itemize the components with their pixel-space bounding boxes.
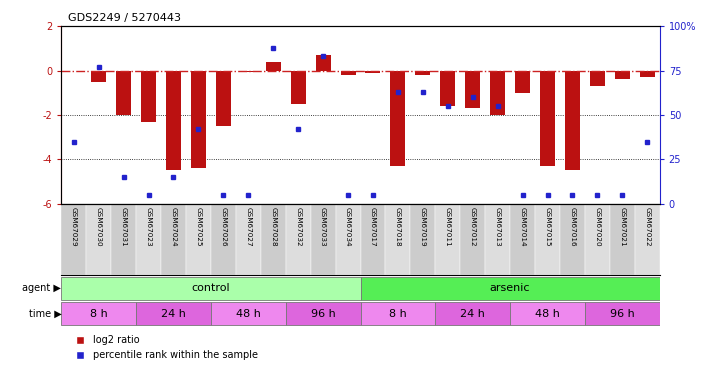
Text: GSM67027: GSM67027 [245, 207, 252, 247]
Bar [216, 70, 231, 126]
Text: GSM67014: GSM67014 [520, 207, 526, 247]
Bar [540, 70, 555, 166]
Text: GSM67026: GSM67026 [221, 207, 226, 247]
Bar [236, 204, 261, 275]
Text: control: control [192, 283, 230, 293]
Bar [211, 204, 236, 275]
Bar [161, 204, 186, 275]
Text: GSM67034: GSM67034 [345, 207, 351, 247]
Bar [61, 204, 87, 275]
Text: 8 h: 8 h [90, 309, 107, 319]
Bar [61, 302, 136, 325]
Bar [211, 302, 286, 325]
Bar [316, 55, 330, 70]
Bar [490, 70, 505, 115]
Bar [560, 204, 585, 275]
Bar [136, 204, 161, 275]
Bar [410, 204, 435, 275]
Bar [340, 70, 355, 75]
Bar [640, 70, 655, 77]
Text: 96 h: 96 h [311, 309, 335, 319]
Text: GSM67021: GSM67021 [619, 207, 625, 247]
Bar [391, 70, 405, 166]
Bar [441, 70, 455, 106]
Text: GSM67023: GSM67023 [146, 207, 151, 247]
Text: 24 h: 24 h [161, 309, 186, 319]
Text: GSM67031: GSM67031 [120, 207, 127, 247]
Bar [360, 277, 660, 300]
Text: 96 h: 96 h [610, 309, 634, 319]
Bar [585, 204, 610, 275]
Text: time ▶: time ▶ [29, 309, 61, 319]
Text: GSM67022: GSM67022 [645, 207, 650, 247]
Bar [610, 204, 634, 275]
Text: GSM67012: GSM67012 [469, 207, 476, 247]
Text: GSM67029: GSM67029 [71, 207, 76, 247]
Text: GSM67019: GSM67019 [420, 207, 426, 247]
Text: agent ▶: agent ▶ [22, 283, 61, 293]
Text: 8 h: 8 h [389, 309, 407, 319]
Bar [435, 204, 460, 275]
Bar [141, 70, 156, 122]
Text: GSM67025: GSM67025 [195, 207, 201, 247]
Text: GSM67015: GSM67015 [544, 207, 551, 247]
Text: GSM67013: GSM67013 [495, 207, 500, 247]
Text: GDS2249 / 5270443: GDS2249 / 5270443 [68, 12, 182, 22]
Text: GSM67017: GSM67017 [370, 207, 376, 247]
Bar [116, 70, 131, 115]
Text: GSM67018: GSM67018 [395, 207, 401, 247]
Bar [111, 204, 136, 275]
Bar [634, 204, 660, 275]
Bar [266, 62, 280, 70]
Bar [87, 204, 111, 275]
Text: 24 h: 24 h [460, 309, 485, 319]
Text: GSM67030: GSM67030 [96, 207, 102, 247]
Bar [360, 302, 435, 325]
Text: GSM67020: GSM67020 [594, 207, 601, 247]
Bar [485, 204, 510, 275]
Bar [510, 302, 585, 325]
Bar [286, 302, 360, 325]
Text: 48 h: 48 h [236, 309, 261, 319]
Text: GSM67024: GSM67024 [170, 207, 177, 247]
Legend: log2 ratio, percentile rank within the sample: log2 ratio, percentile rank within the s… [66, 332, 262, 364]
Bar [191, 70, 206, 168]
Bar [136, 302, 211, 325]
Bar [186, 204, 211, 275]
Text: GSM67016: GSM67016 [570, 207, 575, 247]
Bar [585, 302, 660, 325]
Bar [535, 204, 560, 275]
Bar [335, 204, 360, 275]
Bar [166, 70, 181, 170]
Bar [415, 70, 430, 75]
Text: arsenic: arsenic [490, 283, 531, 293]
Bar [615, 70, 630, 80]
Bar [435, 302, 510, 325]
Bar [286, 204, 311, 275]
Bar [61, 277, 360, 300]
Bar [465, 70, 480, 108]
Text: 48 h: 48 h [535, 309, 560, 319]
Bar [366, 70, 381, 73]
Bar [291, 70, 306, 104]
Bar [311, 204, 335, 275]
Bar [510, 204, 535, 275]
Text: GSM67028: GSM67028 [270, 207, 276, 247]
Bar [360, 204, 386, 275]
Text: GSM67011: GSM67011 [445, 207, 451, 247]
Bar [590, 70, 605, 86]
Bar [241, 70, 256, 72]
Bar [91, 70, 106, 82]
Bar [565, 70, 580, 170]
Text: GSM67033: GSM67033 [320, 207, 326, 247]
Bar [515, 70, 530, 93]
Bar [386, 204, 410, 275]
Bar [460, 204, 485, 275]
Text: GSM67032: GSM67032 [295, 207, 301, 247]
Bar [261, 204, 286, 275]
